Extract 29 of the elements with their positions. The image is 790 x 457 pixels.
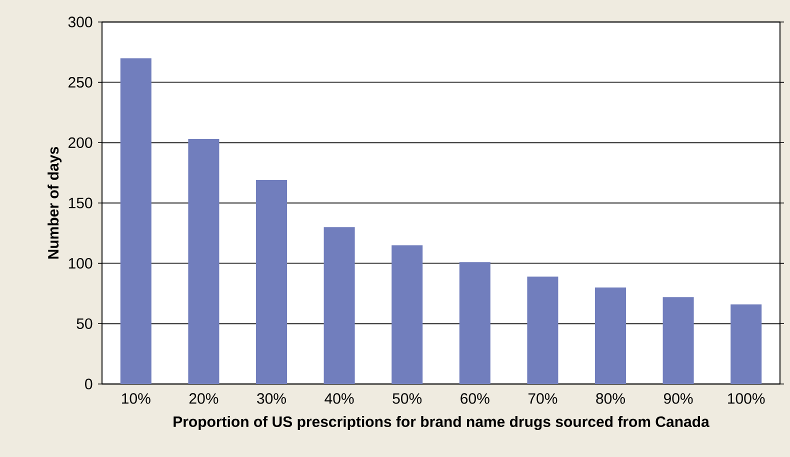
x-tick-label: 10% [122,393,150,404]
bar [120,58,152,384]
x-tick-label: 90% [664,393,693,404]
y-tick-label: 250 [68,77,92,88]
x-tick-label: 70% [528,393,558,404]
x-axis-title: Proportion of US prescriptions for brand name drugs sourced from Canada [174,416,710,430]
y-tick-label: 50 [76,318,92,329]
x-tick-label: 50% [392,393,422,404]
y-tick-label: 0 [85,378,92,390]
x-tick-label: 80% [596,393,625,404]
bar [527,276,558,384]
bar [392,245,423,384]
x-tick-label: 30% [257,393,286,404]
y-tick-label: 300 [68,16,92,28]
y-tick-label: 100 [68,258,92,269]
bar [730,304,762,384]
x-tick-label: 100% [728,393,765,404]
y-axis-title: Number of days [48,146,62,259]
bar [256,180,288,384]
bar [324,227,355,384]
bar [459,262,490,384]
bar [662,297,694,384]
x-tick-label: 20% [189,393,218,404]
bar [595,287,626,384]
y-tick-label: 150 [68,198,92,208]
x-tick-label: 60% [460,393,490,404]
x-tick-label: 40% [324,393,354,404]
y-tick-label: 200 [68,137,92,148]
bar [188,139,220,384]
